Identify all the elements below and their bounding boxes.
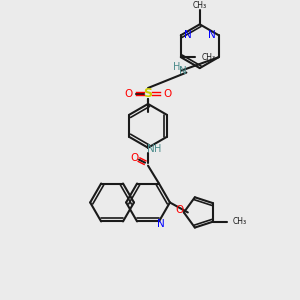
Text: H: H bbox=[173, 61, 180, 72]
Text: CH₃: CH₃ bbox=[202, 53, 216, 62]
Text: N: N bbox=[184, 30, 191, 40]
Text: N: N bbox=[147, 144, 155, 154]
Text: O: O bbox=[124, 89, 132, 99]
Text: O: O bbox=[130, 153, 138, 163]
Text: O: O bbox=[164, 89, 172, 99]
Text: H: H bbox=[154, 144, 162, 154]
Text: O: O bbox=[176, 206, 184, 215]
Text: CH₃: CH₃ bbox=[232, 217, 247, 226]
Text: S: S bbox=[143, 88, 152, 100]
Text: N: N bbox=[157, 219, 165, 230]
Text: CH₃: CH₃ bbox=[193, 1, 207, 10]
Text: N: N bbox=[179, 66, 187, 76]
Text: N: N bbox=[208, 30, 216, 40]
